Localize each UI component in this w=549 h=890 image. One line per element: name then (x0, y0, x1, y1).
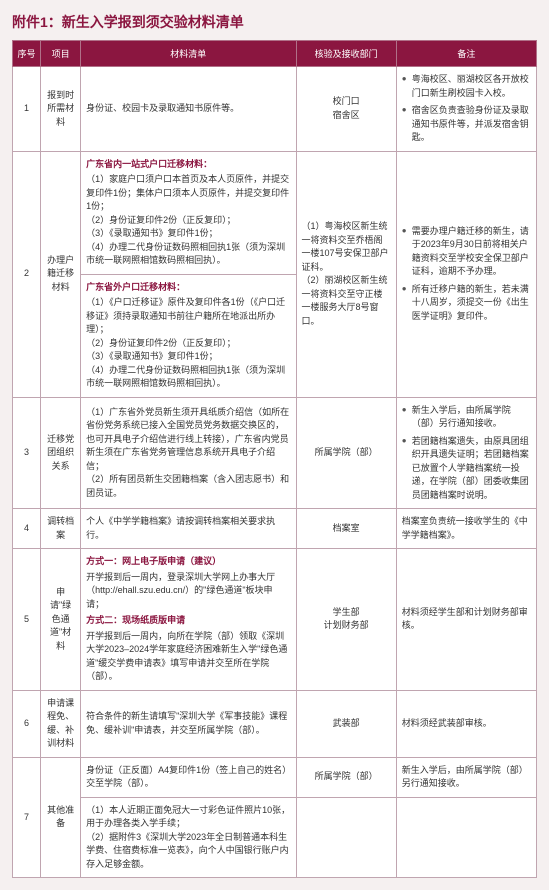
cell-dept: 武装部 (296, 690, 396, 757)
header-material: 材料清单 (81, 41, 296, 67)
cell-seq: 3 (13, 397, 41, 509)
cell-material: 符合条件的新生请填写"深圳大学《军事技能》课程免、缓补训"申请表，并交至所属学院… (81, 690, 296, 757)
cell-seq: 4 (13, 509, 41, 549)
material-line: （4）办理二代身份证数码照相回执1张（须为深圳市统一联网照相馆数码照相回执）。 (86, 364, 290, 391)
cell-item: 调转档案 (41, 509, 81, 549)
cell-item: 报到时所需材料 (41, 67, 81, 152)
material-section-title: 方式一：网上电子版申请（建议） (86, 555, 290, 569)
remark-item: 需要办理户籍迁移的新生，请于2023年9月30日前将相关户籍资料交至学校安全保卫… (402, 225, 531, 279)
header-item: 项目 (41, 41, 81, 67)
cell-dept (296, 797, 396, 878)
material-line: （1）家庭户口须户口本首页及本人页原件，并提交复印件1份；集体户口须本人页原件，… (86, 173, 290, 214)
material-line: （2）据附件3《深圳大学2023年全日制普通本科生学费、住宿费标准一览表》，向个… (86, 831, 290, 872)
cell-item: 办理户籍迁移材料 (41, 151, 81, 397)
cell-material: 广东省内一站式户口迁移材料： （1）家庭户口须户口本首页及本人页原件，并提交复印… (81, 151, 296, 397)
cell-material: 方式一：网上电子版申请（建议） 开学报到后一周内，登录深圳大学网上办事大厅（ht… (81, 549, 296, 691)
material-line: （2）所有团员新生交团籍档案（含入团志愿书）和团员证。 (86, 473, 290, 500)
header-remark: 备注 (396, 41, 536, 67)
remark-item: 新生入学后，由所属学院（部）另行通知接收。 (402, 404, 531, 431)
remark-item: 粤海校区、丽湖校区各开放校门口新生刷校园卡入校。 (402, 73, 531, 100)
cell-remark (396, 797, 536, 878)
materials-table: 序号 项目 材料清单 核验及接收部门 备注 1 报到时所需材料 身份证、校园卡及… (12, 40, 537, 878)
table-row: 4 调转档案 个人《中学学籍档案》请按调转档案相关要求执行。 档案室 档案室负责… (13, 509, 537, 549)
material-line: （1）广东省外党员新生须开具纸质介绍信（如所在省份党务系统已接入全国党员党务数据… (86, 406, 290, 474)
material-section-title: 广东省内一站式户口迁移材料： (86, 158, 290, 172)
material-line: （1）《户口迁移证》原件及复印件各1份（《户口迁移证》须持录取通知书前往户籍所在… (86, 296, 290, 337)
cell-remark: 新生入学后，由所属学院（部）另行通知接收。 若团籍档案遗失，由原具团组织开具遗失… (396, 397, 536, 509)
material-line: 开学报到后一周内，向所在学院（部）领取《深圳大学2023–2024学年家庭经济困… (86, 630, 290, 684)
material-line: （3）《录取通知书》复印件1份； (86, 227, 290, 241)
cell-dept: 校门口 宿舍区 (296, 67, 396, 152)
page-title: 附件1：新生入学报到须交验材料清单 (12, 12, 537, 32)
cell-remark: 材料须经学生部和计划财务部审核。 (396, 549, 536, 691)
cell-remark: 材料须经武装部审核。 (396, 690, 536, 757)
material-line: （1）本人近期正面免冠大一寸彩色证件照片10张，用于办理各类入学手续； (86, 804, 290, 831)
cell-seq: 2 (13, 151, 41, 397)
material-line: （4）办理二代身份证数码照相回执1张（须为深圳市统一联网照相馆数码照相回执）。 (86, 241, 290, 268)
material-line: 开学报到后一周内，登录深圳大学网上办事大厅（http://ehall.szu.e… (86, 571, 290, 612)
cell-material: 身份证、校园卡及录取通知书原件等。 (81, 67, 296, 152)
table-row: 5 申请"绿色通道"材料 方式一：网上电子版申请（建议） 开学报到后一周内，登录… (13, 549, 537, 691)
cell-seq: 1 (13, 67, 41, 152)
material-line: （2）身份证复印件2份（正反复印）； (86, 337, 290, 351)
remark-item: 所有迁移户籍的新生，若未满十八周岁，须提交一份《出生医学证明》复印件。 (402, 283, 531, 324)
cell-dept: 学生部 计划财务部 (296, 549, 396, 691)
cell-remark: 需要办理户籍迁移的新生，请于2023年9月30日前将相关户籍资料交至学校安全保卫… (396, 151, 536, 397)
table-row: 7 其他准备 身份证（正反面）A4复印件1份（签上自己的姓名）交至学院（部）。 … (13, 757, 537, 797)
table-row: 6 申请课程免、缓、补训材料 符合条件的新生请填写"深圳大学《军事技能》课程免、… (13, 690, 537, 757)
table-row: 1 报到时所需材料 身份证、校园卡及录取通知书原件等。 校门口 宿舍区 粤海校区… (13, 67, 537, 152)
material-line: （3）《录取通知书》复印件1份； (86, 350, 290, 364)
cell-seq: 6 (13, 690, 41, 757)
cell-dept: 所属学院（部） (296, 757, 396, 797)
cell-material: 身份证（正反面）A4复印件1份（签上自己的姓名）交至学院（部）。 (81, 757, 296, 797)
remark-item: 宿舍区负责查验身份证及录取通知书原件等，并派发宿舍钥匙。 (402, 104, 531, 145)
material-line: （2）身份证复印件2份（正反复印）； (86, 214, 290, 228)
cell-material: 个人《中学学籍档案》请按调转档案相关要求执行。 (81, 509, 296, 549)
material-section-title: 广东省外户口迁移材料： (86, 281, 290, 295)
header-seq: 序号 (13, 41, 41, 67)
remark-item: 若团籍档案遗失，由原具团组织开具遗失证明；若团籍档案已放置个人学籍档案统一投递，… (402, 435, 531, 503)
table-header-row: 序号 项目 材料清单 核验及接收部门 备注 (13, 41, 537, 67)
cell-seq: 5 (13, 549, 41, 691)
inner-divider (81, 274, 295, 275)
cell-material: （1）广东省外党员新生须开具纸质介绍信（如所在省份党务系统已接入全国党员党务数据… (81, 397, 296, 509)
header-dept: 核验及接收部门 (296, 41, 396, 67)
table-row: 2 办理户籍迁移材料 广东省内一站式户口迁移材料： （1）家庭户口须户口本首页及… (13, 151, 537, 397)
cell-dept: （1）粤海校区新生统一将资料交至乔梧阁一楼107号安保卫部户证科。 （2）丽湖校… (296, 151, 396, 397)
cell-remark: 档案室负责统一接收学生的《中学学籍档案》。 (396, 509, 536, 549)
cell-remark: 新生入学后，由所属学院（部）另行通知接收。 (396, 757, 536, 797)
cell-remark: 粤海校区、丽湖校区各开放校门口新生刷校园卡入校。 宿舍区负责查验身份证及录取通知… (396, 67, 536, 152)
table-row: （1）本人近期正面免冠大一寸彩色证件照片10张，用于办理各类入学手续； （2）据… (13, 797, 537, 878)
cell-item: 迁移党团组织关系 (41, 397, 81, 509)
cell-item: 申请课程免、缓、补训材料 (41, 690, 81, 757)
table-row: 3 迁移党团组织关系 （1）广东省外党员新生须开具纸质介绍信（如所在省份党务系统… (13, 397, 537, 509)
cell-material: （1）本人近期正面免冠大一寸彩色证件照片10张，用于办理各类入学手续； （2）据… (81, 797, 296, 878)
cell-dept: 档案室 (296, 509, 396, 549)
cell-item: 其他准备 (41, 757, 81, 878)
cell-seq: 7 (13, 757, 41, 878)
cell-dept: 所属学院（部） (296, 397, 396, 509)
cell-item: 申请"绿色通道"材料 (41, 549, 81, 691)
material-section-title: 方式二：现场纸质版申请 (86, 614, 290, 628)
